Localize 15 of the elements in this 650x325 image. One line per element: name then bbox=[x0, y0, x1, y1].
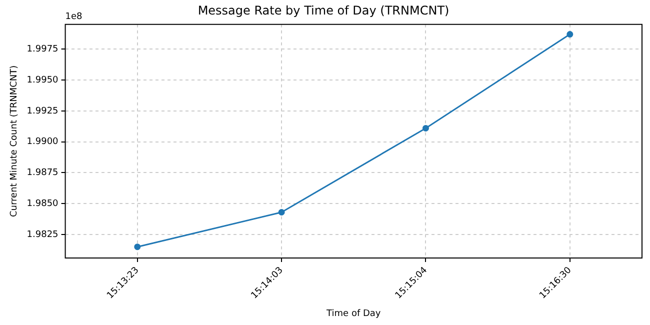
y-axis-title: Current Minute Count (TRNMCNT) bbox=[10, 65, 20, 218]
point bbox=[278, 209, 285, 216]
x-axis-title: Time of Day bbox=[326, 308, 382, 319]
point bbox=[134, 244, 141, 250]
y-tick-label: 1.9950 bbox=[26, 75, 59, 86]
y-tick-label: 1.9900 bbox=[26, 137, 59, 148]
point bbox=[422, 124, 429, 132]
y-tick-label: 1.9975 bbox=[26, 44, 58, 54]
text: 1e8 bbox=[65, 12, 83, 22]
y-tick-label: 1.9925 bbox=[26, 106, 58, 116]
y-tick-label: 1.9825 bbox=[26, 230, 58, 240]
point bbox=[566, 31, 574, 38]
y-tick-label: 1.9850 bbox=[26, 198, 59, 209]
y-tick-label: 1.9875 bbox=[26, 168, 58, 178]
chart-title: Message Rate by Time of Day (TRNMCNT) bbox=[198, 3, 450, 18]
